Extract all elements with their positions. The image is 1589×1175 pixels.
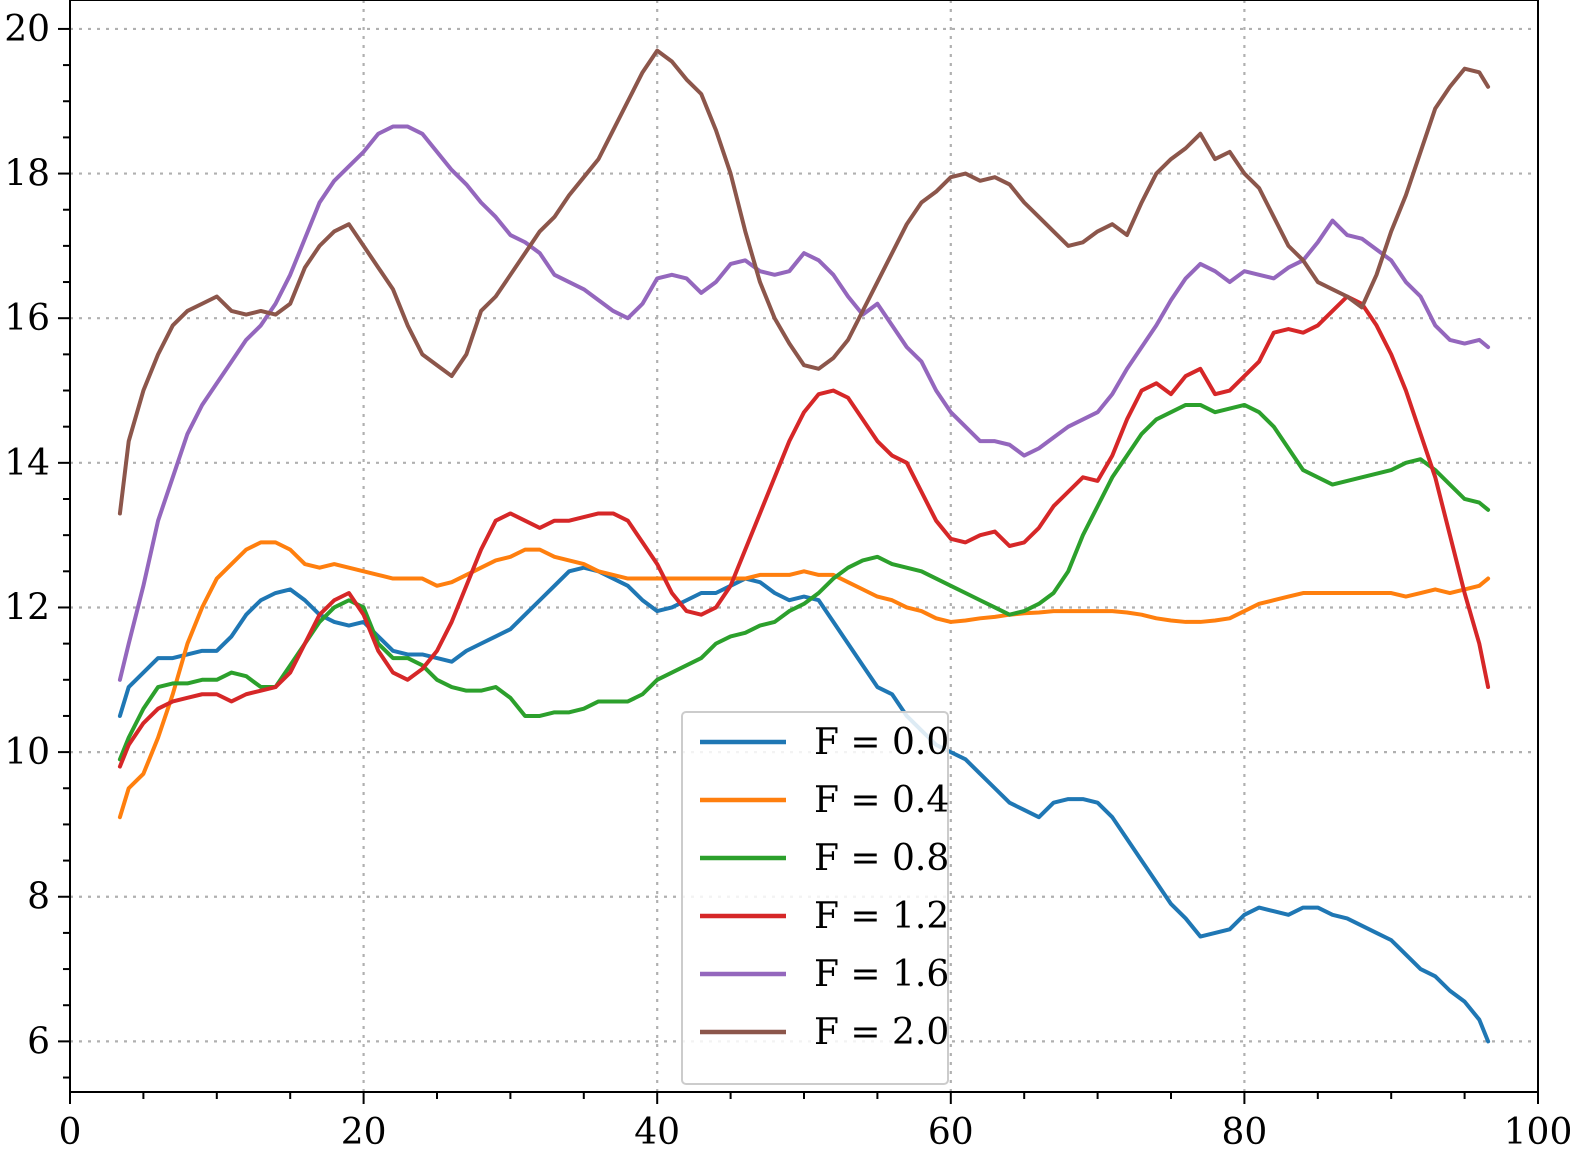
legend-label-0: F = 0.0 xyxy=(814,722,949,763)
y-tick-label: 20 xyxy=(4,9,50,50)
legend: F = 0.0 F = 0.4 F = 0.8 F = 1.2 F = 1.6 F = 2… xyxy=(681,711,949,1085)
y-tick-label: 10 xyxy=(4,732,50,773)
series-line-5 xyxy=(117,48,1491,516)
series-line-4 xyxy=(117,124,1491,682)
x-tick-label: 100 xyxy=(1504,1112,1573,1153)
legend-label-5: F = 2.0 xyxy=(814,1012,949,1053)
axes: 0 20 40 60 80 100 6 8 10 12 14 16 18 20 xyxy=(4,0,1572,1153)
series-line-2 xyxy=(117,402,1491,762)
y-tick-label: 12 xyxy=(4,587,50,628)
y-tick-label: 16 xyxy=(4,298,50,339)
x-tick-label: 20 xyxy=(341,1112,387,1153)
y-tick-label: 8 xyxy=(27,877,50,918)
y-tick-label: 18 xyxy=(4,154,50,195)
legend-box xyxy=(681,711,949,1085)
x-tick-label: 60 xyxy=(928,1112,974,1153)
legend-label-3: F = 1.2 xyxy=(814,896,949,937)
legend-label-1: F = 0.4 xyxy=(814,780,949,821)
legend-label-2: F = 0.8 xyxy=(814,838,949,879)
series-line-3 xyxy=(117,294,1491,769)
legend-label-4: F = 1.6 xyxy=(814,954,949,995)
series-group xyxy=(117,48,1491,1044)
series-line-1 xyxy=(117,540,1491,820)
x-tick-label: 0 xyxy=(59,1112,82,1153)
x-tick-label: 40 xyxy=(634,1112,680,1153)
y-tick-label: 6 xyxy=(27,1021,50,1062)
x-tick-label: 80 xyxy=(1221,1112,1267,1153)
y-tick-label: 14 xyxy=(4,443,50,484)
series-line-0 xyxy=(117,565,1491,1044)
